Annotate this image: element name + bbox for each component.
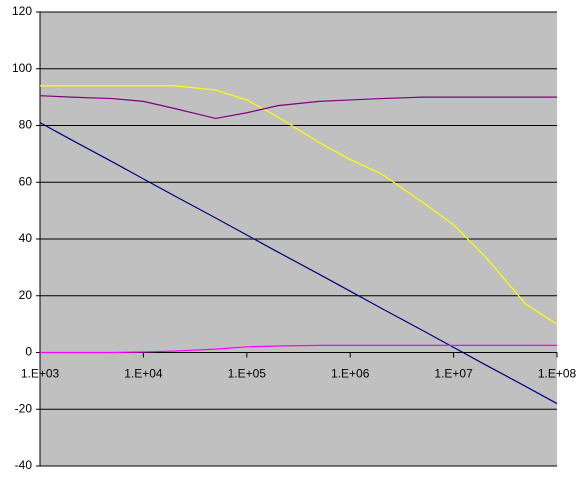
x-tick-label: 1.E+08 [538, 367, 577, 381]
series-line [40, 344, 557, 354]
y-tick-label: 60 [19, 174, 33, 188]
x-tick-label: 1.E+03 [21, 367, 60, 381]
x-tick-label: 1.E+04 [124, 367, 163, 381]
series-line [39, 122, 558, 405]
y-tick-label: 120 [12, 4, 32, 18]
y-tick-label: 40 [19, 231, 33, 245]
y-tick-label: 80 [19, 118, 33, 132]
x-tick-label: 1.E+05 [228, 367, 267, 381]
series-line [39, 95, 557, 120]
y-tick-label: 20 [19, 288, 33, 302]
y-tick-label: -40 [15, 458, 33, 472]
x-tick-label: 1.E+06 [331, 367, 370, 381]
x-tick-label: 1.E+07 [434, 367, 473, 381]
y-tick-label: -20 [15, 401, 33, 415]
y-tick-label: 100 [12, 61, 32, 75]
series-line [40, 85, 558, 325]
y-tick-label: 0 [25, 345, 32, 359]
